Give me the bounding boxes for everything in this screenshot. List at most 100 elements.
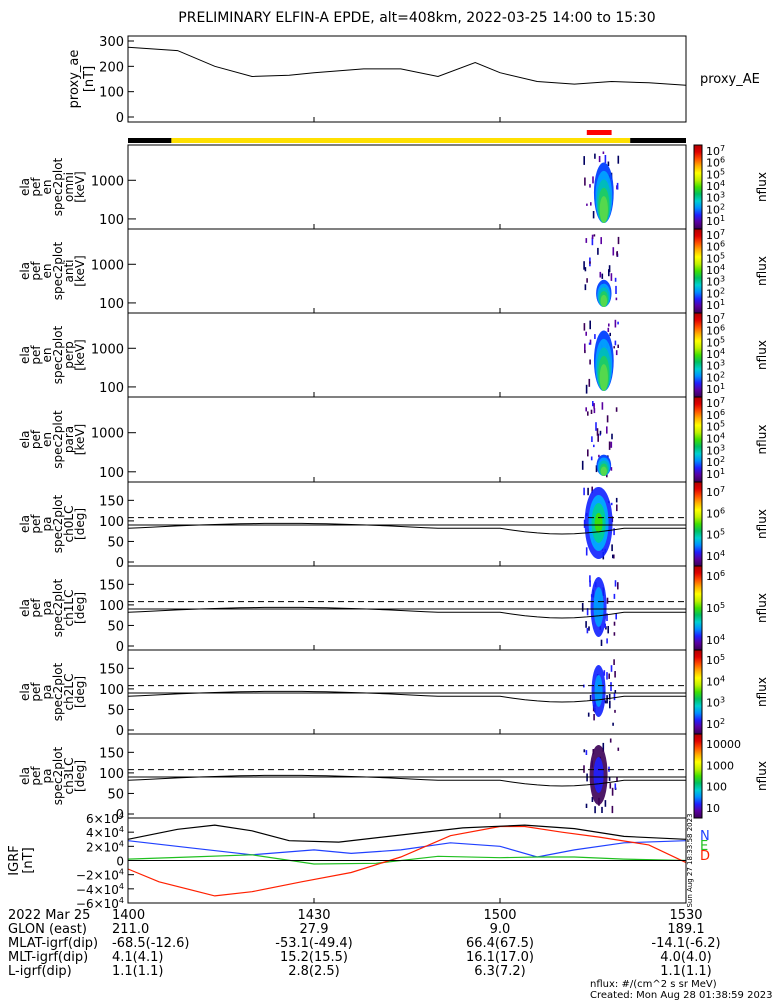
flux-bin bbox=[614, 580, 617, 587]
flux-bin bbox=[611, 433, 613, 440]
colorbar-tick-label: 106 bbox=[706, 506, 725, 520]
pitch-tick-label: 150 bbox=[99, 494, 124, 509]
ephemeris-value: -53.1(-49.4) bbox=[275, 936, 352, 951]
flux-bin bbox=[614, 671, 616, 678]
pitch-tick-label: 150 bbox=[99, 662, 124, 677]
igrf-side-stamp: Sun Aug 27 18:33:58 2023 bbox=[686, 813, 694, 907]
flux-bin bbox=[599, 271, 602, 278]
proxy-ae-tick-label: 300 bbox=[99, 35, 124, 50]
flux-bin bbox=[616, 251, 618, 257]
flux-bin bbox=[611, 544, 613, 552]
flux-bin bbox=[613, 593, 616, 599]
flux-core bbox=[599, 463, 608, 476]
flux-bin bbox=[590, 409, 593, 414]
flux-bin bbox=[617, 236, 620, 245]
pitch-axis-label: pa bbox=[40, 517, 54, 532]
flux-bin bbox=[599, 430, 602, 435]
flux-bin bbox=[616, 182, 619, 190]
flux-bin bbox=[583, 765, 585, 773]
colorbar bbox=[693, 481, 703, 567]
igrf-tick-label: 0 bbox=[116, 855, 124, 869]
flux-bin bbox=[594, 806, 596, 814]
flux-bin bbox=[613, 659, 615, 665]
colorbar-tick-label: 106 bbox=[706, 569, 725, 583]
igrf-series-e bbox=[127, 854, 687, 865]
flux-bin bbox=[604, 155, 607, 163]
flux-core bbox=[596, 347, 611, 391]
flux-bin bbox=[585, 621, 587, 628]
flux-bin bbox=[610, 441, 613, 448]
flux-bin bbox=[604, 700, 607, 704]
flux-bin bbox=[587, 712, 590, 717]
colorbar-tick-label: 104 bbox=[706, 263, 725, 277]
ephemeris-value: 1400 bbox=[112, 908, 145, 923]
flux-bin bbox=[585, 331, 587, 336]
energy-axis-label: [keV] bbox=[73, 171, 87, 202]
flux-bin bbox=[585, 547, 588, 556]
colorbar-tick-label: 107 bbox=[706, 485, 725, 499]
pitch-axis-label: ch3LC bbox=[62, 758, 76, 795]
flux-bin bbox=[611, 805, 614, 814]
flux-bin bbox=[589, 695, 592, 701]
flux-bin bbox=[613, 346, 615, 349]
footer-created: Created: Mon Aug 28 01:38:59 2023 bbox=[590, 990, 773, 1000]
flux-bin bbox=[610, 682, 612, 692]
energy-axis-label: ela bbox=[18, 430, 32, 448]
flux-bin bbox=[608, 673, 610, 679]
flux-bin bbox=[591, 797, 594, 802]
colorbar-tick-label: 104 bbox=[706, 674, 725, 688]
flux-bin bbox=[583, 261, 585, 270]
ephemeris-value: 16.1(17.0) bbox=[466, 950, 534, 965]
pitch-tick-label: 100 bbox=[99, 599, 124, 614]
ephemeris-value: 66.4(67.5) bbox=[466, 936, 534, 951]
pitch-axis-label: pef bbox=[29, 682, 43, 702]
flux-bin bbox=[592, 401, 594, 407]
energy-axis-label: para bbox=[62, 426, 76, 453]
colorbar-tick-label: 107 bbox=[706, 312, 725, 326]
orbit-zone-segment bbox=[171, 138, 631, 143]
pitch-flux-core bbox=[594, 674, 603, 707]
colorbar-tick-label: 104 bbox=[706, 633, 725, 647]
colorbar-tick-label: 102 bbox=[706, 370, 725, 384]
flux-bin bbox=[613, 554, 615, 559]
pitch-axis-label: pef bbox=[29, 514, 43, 534]
flux-bin bbox=[589, 339, 592, 345]
flux-bin bbox=[585, 803, 588, 808]
flux-bin bbox=[588, 626, 590, 631]
energy-tick-label: 1000 bbox=[91, 258, 124, 273]
ephemeris-value: 15.2(15.5) bbox=[280, 950, 348, 965]
proxy-ae-tick-label: 200 bbox=[99, 60, 124, 75]
footer-units: nflux: #/(cm^2 s sr MeV) bbox=[590, 979, 717, 990]
flux-bin bbox=[586, 278, 588, 283]
energy-tick-label: 100 bbox=[99, 381, 124, 396]
flux-bin bbox=[615, 350, 618, 356]
proxy-ae-frame bbox=[127, 35, 687, 123]
flux-bin bbox=[602, 151, 605, 154]
flux-bin bbox=[606, 426, 608, 434]
flux-bin bbox=[594, 334, 596, 339]
colorbar-tick-label: 104 bbox=[706, 549, 725, 563]
igrf-axis-label: [nT] bbox=[21, 847, 36, 873]
flux-core bbox=[598, 287, 610, 307]
energy-axis-label: pef bbox=[29, 429, 43, 449]
flux-bin bbox=[593, 714, 595, 721]
flux-bin bbox=[607, 626, 609, 634]
flux-bin bbox=[597, 433, 599, 442]
flux-bin bbox=[589, 320, 591, 330]
flux-bin bbox=[581, 603, 584, 612]
pitch-axis-label: ela bbox=[18, 599, 32, 617]
colorbar-tick-label: 103 bbox=[706, 359, 725, 373]
flux-bin bbox=[585, 750, 588, 755]
ephemeris-value: 4.1(4.1) bbox=[112, 950, 164, 965]
energy-axis-label: spec2plot bbox=[51, 157, 65, 216]
pitch-axis-label: pef bbox=[29, 766, 43, 786]
flux-bin bbox=[587, 449, 589, 457]
flux-bin bbox=[588, 378, 591, 387]
proxy-ae-axis-label: proxy_ae bbox=[67, 50, 82, 109]
flux-bin bbox=[610, 502, 613, 506]
flux-bin bbox=[617, 321, 619, 325]
colorbar-tick-label: 102 bbox=[706, 286, 725, 300]
igrf-tick-label: −2×104 bbox=[76, 868, 124, 883]
colorbar bbox=[693, 228, 703, 314]
flux-bin bbox=[591, 486, 593, 494]
